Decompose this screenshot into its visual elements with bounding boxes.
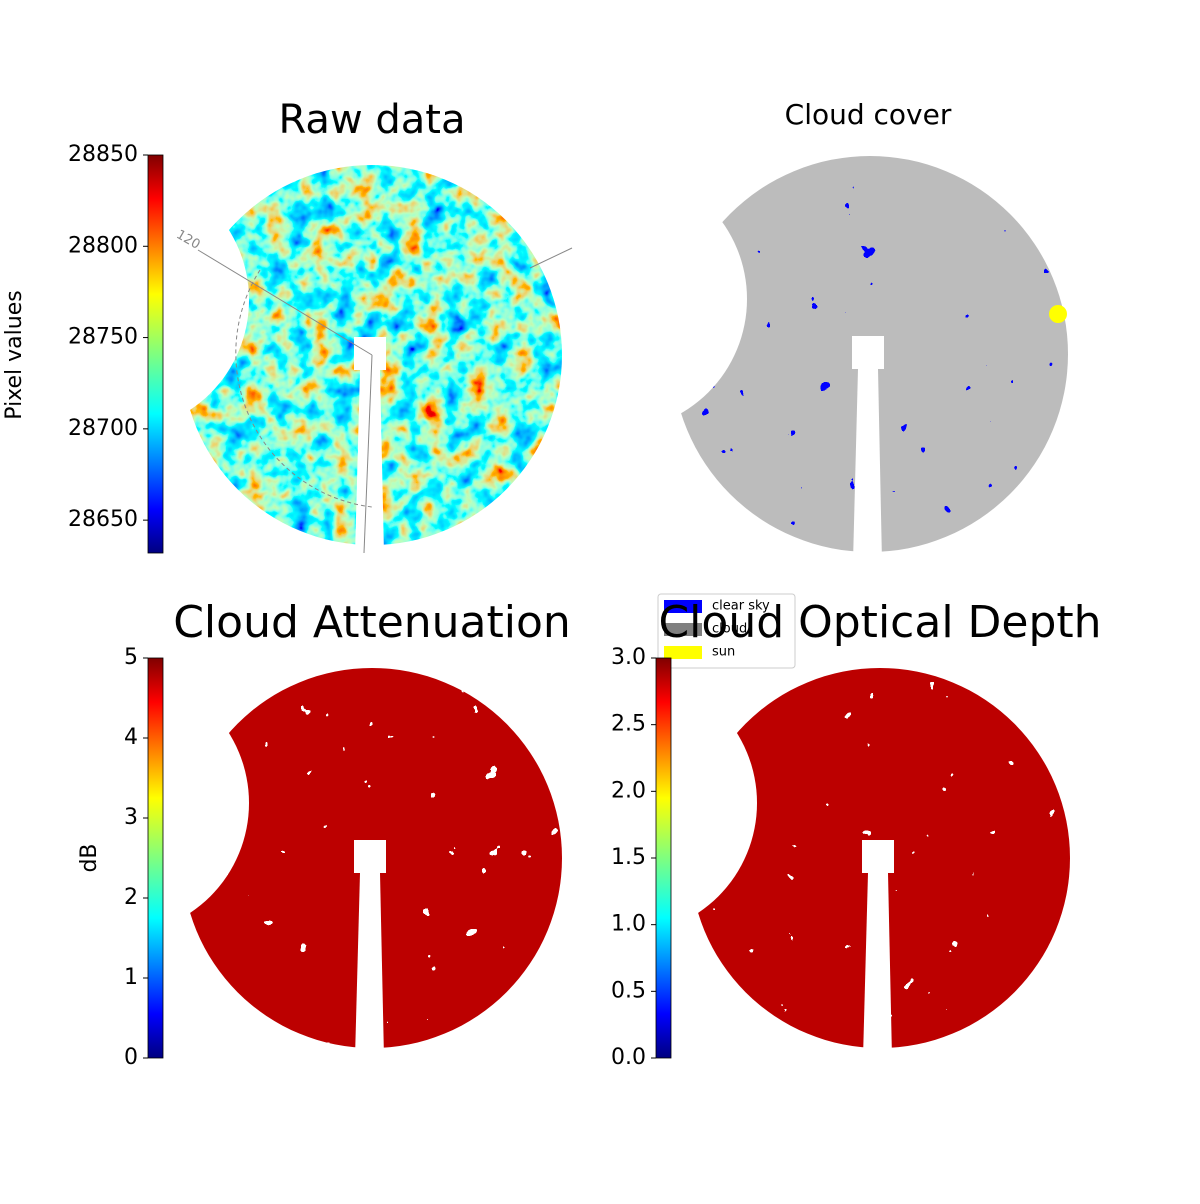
panel: Cloud cover	[672, 98, 1068, 552]
legend-swatch	[664, 623, 702, 636]
colorbar	[655, 657, 672, 1059]
colorbar-tick-label: 1.5	[611, 845, 646, 870]
colorbar	[147, 154, 164, 554]
colorbar-tick-label: 5	[124, 645, 138, 670]
colorbar-label: Pixel values	[2, 290, 27, 419]
colorbar-tick-label: 28750	[68, 325, 138, 350]
colorbar	[147, 657, 164, 1059]
colorbar-tick-label: 28850	[68, 142, 138, 167]
colorbar-tick-label: 0.5	[611, 978, 646, 1003]
panel-title: Raw data	[279, 97, 466, 143]
colorbar-tick-label: 28700	[68, 416, 138, 441]
sun-marker	[1049, 305, 1067, 323]
colorbar-tick-label: 4	[124, 725, 138, 750]
panel: Raw data 28650 28700 28750 28800 28850 Pixel v…	[2, 97, 573, 554]
panel-title: Cloud Attenuation	[173, 597, 571, 648]
colorbar-tick-label: 28650	[68, 507, 138, 532]
colorbar-tick-label: 2	[124, 885, 138, 910]
grid-line	[197, 249, 373, 356]
legend: clear sky cloud sun	[657, 593, 796, 669]
colorbar-tick-label: 0.0	[611, 1045, 646, 1070]
image	[672, 156, 1068, 552]
panel: Cloud Optical Depth 0.0 0.5 1.0 1.5 2.0 2.5 3.0	[611, 597, 1102, 1070]
colorbar-tick-label: 1.0	[611, 912, 646, 937]
colorbar-tick-label: 1	[124, 965, 138, 990]
colorbar-tick-label: 2.5	[611, 712, 646, 737]
legend-label: clear sky	[712, 599, 770, 614]
colorbar-label: dB	[77, 843, 102, 872]
image	[182, 668, 562, 1048]
colorbar-tick-label: 3.0	[611, 645, 646, 670]
legend-label: cloud	[712, 622, 747, 637]
panel: Cloud Attenuation 0 1 2 3 4 5 dB	[77, 597, 571, 1070]
image	[690, 668, 1070, 1048]
grid-circle	[235, 269, 373, 508]
colorbar-tick-label: 3	[124, 805, 138, 830]
panel-title: Cloud Optical Depth	[658, 597, 1101, 648]
colorbar-tick-label: 28800	[68, 233, 138, 258]
grid-line	[529, 247, 573, 269]
colorbar-tick-label: 0	[124, 1045, 138, 1070]
colorbar-tick-label: 2.0	[611, 778, 646, 803]
legend-swatch	[664, 600, 702, 613]
grid-line	[363, 354, 373, 554]
legend-swatch	[664, 646, 702, 659]
legend-label: sun	[712, 645, 735, 660]
panel-title: Cloud cover	[785, 98, 952, 131]
